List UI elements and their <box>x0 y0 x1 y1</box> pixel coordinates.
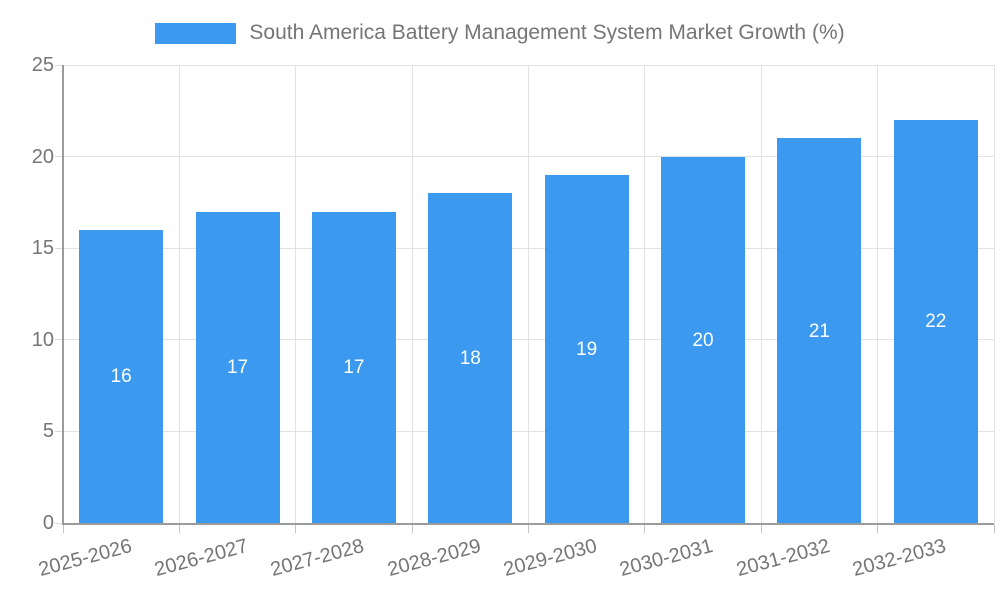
y-axis-tick-label: 20 <box>31 145 54 168</box>
x-gridline <box>295 65 297 523</box>
x-tick-mark <box>411 524 413 533</box>
bar-value-label: 18 <box>459 348 481 370</box>
y-tick-mark <box>55 156 62 158</box>
x-axis-tick-label: 2032-2033 <box>850 535 949 582</box>
bar-value-label: 17 <box>343 357 365 379</box>
bar: 22 <box>893 119 978 523</box>
bar: 17 <box>311 211 396 523</box>
x-axis-tick-label: 2026-2027 <box>152 535 251 582</box>
x-gridline <box>528 65 529 523</box>
y-tick-mark <box>55 339 62 341</box>
legend-swatch <box>155 22 237 44</box>
bar: 18 <box>428 193 513 523</box>
x-axis-tick-label: 2027-2028 <box>268 535 367 582</box>
legend-label: South America Battery Management System … <box>249 21 845 44</box>
x-gridline <box>178 65 180 523</box>
x-axis-tick-label: 2025-2026 <box>35 535 134 582</box>
x-gridline <box>760 65 762 523</box>
x-gridline <box>993 65 995 523</box>
y-axis-line <box>61 65 64 525</box>
bar: 21 <box>777 138 862 523</box>
x-tick-mark <box>528 524 529 533</box>
y-axis-tick-label: 0 <box>42 512 54 534</box>
y-tick-mark <box>55 522 62 524</box>
y-axis-tick-label: 5 <box>42 420 54 443</box>
bar-value-label: 22 <box>925 311 947 333</box>
x-gridline <box>877 65 879 523</box>
y-axis-tick-label: 25 <box>31 54 54 76</box>
x-axis-line <box>63 522 994 525</box>
x-tick-mark <box>295 524 297 533</box>
x-tick-mark <box>877 524 879 533</box>
bar-value-label: 21 <box>808 320 830 342</box>
bar-value-label: 19 <box>576 338 598 360</box>
bar-value-label: 17 <box>226 357 249 379</box>
bar-value-label: 16 <box>110 366 132 388</box>
y-axis-tick-label: 15 <box>31 237 54 260</box>
x-axis-tick-label: 2030-2031 <box>617 535 716 582</box>
bar: 16 <box>79 229 164 523</box>
x-gridline <box>411 65 413 523</box>
x-tick-mark <box>993 524 995 533</box>
x-tick-mark <box>62 524 64 533</box>
x-tick-mark <box>644 524 646 533</box>
y-tick-mark <box>55 430 62 432</box>
x-gridline <box>644 65 646 523</box>
y-axis-tick-label: 10 <box>31 328 54 351</box>
bar: 19 <box>544 174 629 523</box>
y-tick-mark <box>55 247 62 249</box>
chart-legend[interactable]: South America Battery Management System … <box>0 21 1000 45</box>
x-tick-mark <box>760 524 762 533</box>
bar: 20 <box>661 156 746 523</box>
x-axis-tick-label: 2031-2032 <box>734 535 833 582</box>
x-axis-tick-label: 2028-2029 <box>384 535 484 582</box>
y-tick-mark <box>55 64 62 66</box>
bar-value-label: 20 <box>692 329 714 351</box>
x-axis-tick-label: 2029-2030 <box>501 535 600 582</box>
x-tick-mark <box>178 524 180 533</box>
bar: 17 <box>195 211 280 523</box>
